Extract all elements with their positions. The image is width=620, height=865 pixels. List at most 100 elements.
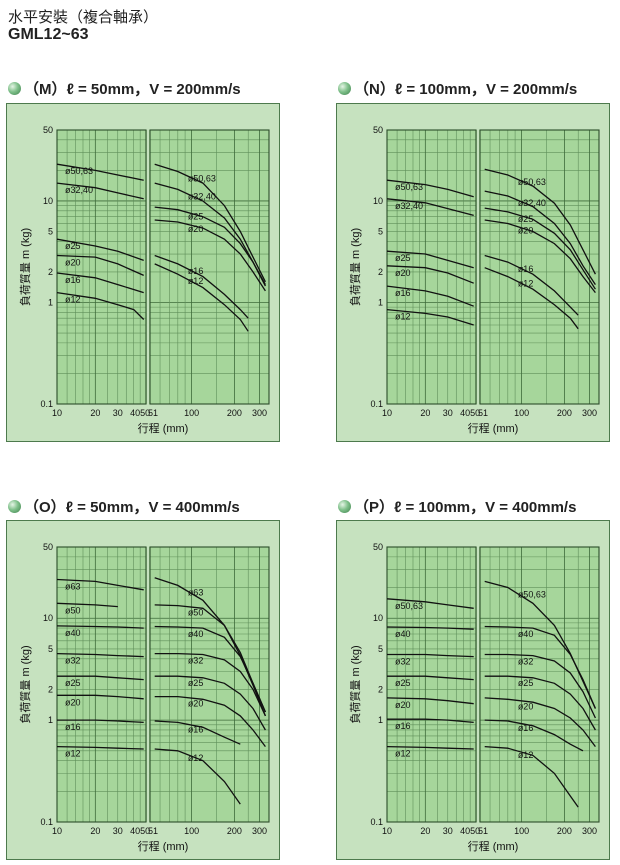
page-title: 水平安裝（複合軸承） bbox=[8, 9, 159, 26]
chart-title-o-text: （O）ℓ = 50mm，V = 400mm/s bbox=[24, 499, 240, 516]
x-tick-label: 200 bbox=[227, 826, 242, 836]
y-tick-label: 2 bbox=[378, 684, 383, 694]
series-label: ø20 bbox=[395, 268, 411, 278]
series-line-left bbox=[56, 625, 144, 629]
series-line-right bbox=[484, 745, 579, 808]
series-line-right bbox=[154, 652, 266, 717]
x-tick-label: 10 bbox=[382, 408, 392, 418]
series-line-right bbox=[484, 719, 584, 752]
series-label: ø50,63 bbox=[395, 182, 423, 192]
y-axis-label: 負荷質量 m (kg) bbox=[18, 645, 32, 723]
series-label: ø32,40 bbox=[65, 185, 93, 195]
series-label: ø25 bbox=[395, 678, 411, 688]
y-tick-label: 0.1 bbox=[370, 399, 383, 409]
series-line-right bbox=[484, 580, 596, 709]
x-tick-label: 30 bbox=[113, 826, 123, 836]
series-line-right bbox=[484, 190, 596, 285]
series-label: ø20 bbox=[188, 699, 204, 709]
series-label: ø40 bbox=[518, 629, 534, 639]
series-line-right bbox=[484, 625, 596, 709]
x-tick-label: 300 bbox=[582, 408, 597, 418]
x-tick-label: 20 bbox=[90, 826, 100, 836]
series-label: ø12 bbox=[188, 276, 204, 286]
bullet-icon bbox=[8, 500, 21, 513]
y-tick-label: 10 bbox=[373, 613, 383, 623]
series-label: ø20 bbox=[65, 697, 81, 707]
series-label: ø40 bbox=[65, 628, 81, 638]
series-line-left bbox=[56, 578, 144, 591]
series-line-right bbox=[484, 254, 579, 316]
y-tick-label: 2 bbox=[48, 267, 53, 277]
chart-title-p-text: （P）ℓ = 100mm，V = 400mm/s bbox=[354, 499, 577, 516]
y-tick-label: 0.1 bbox=[40, 399, 53, 409]
x-tick-label: 4050 bbox=[460, 826, 480, 836]
series-line-right bbox=[154, 748, 241, 805]
series-line-left bbox=[386, 598, 474, 609]
y-tick-label: 1 bbox=[378, 297, 383, 307]
plot-frame-right bbox=[479, 129, 600, 405]
plot-frame-right bbox=[479, 546, 600, 823]
series-label: ø50,63 bbox=[395, 601, 423, 611]
series-line-left bbox=[57, 675, 144, 681]
y-tick-label: 5 bbox=[378, 644, 383, 654]
series-label: ø20 bbox=[188, 224, 204, 234]
series-label: ø25 bbox=[518, 678, 534, 688]
series-line-left bbox=[386, 250, 474, 269]
series-label: ø50,63 bbox=[518, 590, 546, 600]
series-label: ø12 bbox=[395, 312, 411, 322]
y-tick-label: 50 bbox=[373, 542, 383, 552]
series-line-left bbox=[57, 719, 144, 724]
series-line-right bbox=[154, 219, 266, 292]
chart-title-n-text: （N）ℓ = 100mm，V = 200mm/s bbox=[354, 81, 578, 98]
series-line-right bbox=[154, 695, 266, 747]
series-label: ø12 bbox=[518, 279, 534, 289]
series-line-left bbox=[386, 198, 474, 217]
series-line-left bbox=[386, 179, 474, 198]
series-line-left bbox=[56, 163, 144, 181]
plot-frame-right bbox=[149, 129, 270, 405]
series-line-left bbox=[57, 694, 144, 700]
chart-title-p: （P）ℓ = 100mm，V = 400mm/s bbox=[338, 496, 576, 517]
x-tick-label: 200 bbox=[557, 408, 572, 418]
series-line-left bbox=[56, 291, 145, 320]
series-label: ø25 bbox=[188, 212, 204, 222]
chart-title-m-text: （M）ℓ = 50mm，V = 200mm/s bbox=[24, 81, 241, 98]
y-tick-label: 50 bbox=[373, 125, 383, 135]
chart-panel-p: 0.1 1 2 5 10 50 10 20 30 4050 51 100 200 300 行程 (mm) 負荷… bbox=[336, 520, 610, 860]
x-tick-label: 300 bbox=[252, 408, 267, 418]
chart-panel-m: 0.1 1 2 5 10 50 10 20 30 4050 51 100 200 300 行程 (mm) 負荷… bbox=[6, 103, 280, 442]
axis-break bbox=[147, 545, 149, 824]
series-line-left bbox=[56, 254, 144, 276]
y-tick-label: 1 bbox=[48, 715, 53, 725]
series-line-right bbox=[154, 206, 266, 285]
chart-title-m: （M）ℓ = 50mm，V = 200mm/s bbox=[8, 78, 241, 99]
x-tick-label: 100 bbox=[184, 408, 199, 418]
y-tick-label: 2 bbox=[378, 267, 383, 277]
series-line-left bbox=[56, 602, 118, 608]
plot-frame-right bbox=[149, 546, 270, 823]
x-tick-label: 100 bbox=[514, 408, 529, 418]
series-line-right bbox=[154, 625, 266, 713]
plot-area bbox=[387, 547, 599, 822]
y-tick-label: 5 bbox=[48, 644, 53, 654]
x-tick-label: 4050 bbox=[460, 408, 480, 418]
axis-break bbox=[477, 128, 479, 406]
series-label: ø63 bbox=[188, 587, 204, 597]
x-tick-label: 300 bbox=[582, 826, 597, 836]
bullet-icon bbox=[8, 82, 21, 95]
series-label: ø12 bbox=[65, 295, 81, 305]
series-label: ø12 bbox=[518, 750, 534, 760]
series-line-left bbox=[386, 745, 474, 750]
series-line-left bbox=[386, 626, 474, 630]
series-line-left bbox=[56, 745, 144, 750]
series-line-left bbox=[56, 238, 144, 262]
series-label: ø32,40 bbox=[518, 198, 546, 208]
series-label: ø20 bbox=[65, 258, 81, 268]
series-label: ø20 bbox=[518, 225, 534, 235]
series-line-right bbox=[154, 675, 266, 731]
series-label: ø16 bbox=[395, 721, 411, 731]
axis-break bbox=[147, 128, 149, 406]
